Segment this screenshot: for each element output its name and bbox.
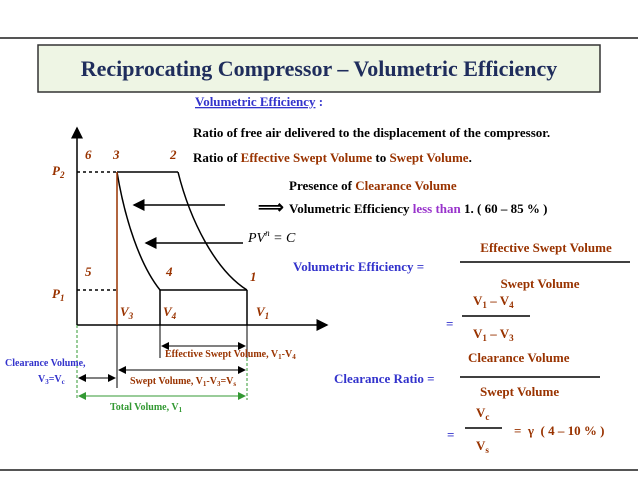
seg: V (256, 304, 266, 319)
formula-denominator2: V1 – V3 (473, 326, 514, 343)
total-label: Total Volume, V1 (110, 402, 183, 414)
seg: V (120, 304, 130, 319)
seg: 1 (265, 311, 270, 321)
title: Reciprocating Compressor – Volumetric Ef… (81, 56, 558, 81)
clearance-note-line1: Presence of Clearance Volume (289, 178, 457, 193)
seg: V (476, 405, 486, 420)
seg: = C (270, 231, 296, 246)
seg: 1 (203, 380, 207, 388)
seg: 3 (509, 333, 514, 343)
seg: to (372, 150, 389, 165)
point-label: 6 (85, 147, 92, 162)
volume-label: V1 (256, 304, 269, 321)
seg: s (485, 445, 489, 455)
seg: 4 (171, 311, 177, 321)
seg: P (52, 286, 61, 301)
compression-curve (177, 171, 248, 291)
pressure-label: P2 (52, 163, 65, 180)
formula-lhs: Volumetric Efficiency = (293, 259, 424, 274)
seg: . (469, 150, 472, 165)
seg: P (52, 163, 61, 178)
seg: 4 (292, 353, 296, 361)
definition-line1: Ratio of free air delivered to the displ… (193, 125, 550, 140)
seg: – V (487, 293, 510, 308)
clearance-note-line2: Volumetric Efficiency less than 1. ( 60 … (289, 201, 547, 216)
seg: V (163, 304, 173, 319)
volume-label: V3 (120, 304, 134, 321)
ratio-result: = γ ( 4 – 10 % ) (514, 423, 604, 438)
point-label: 1 (250, 269, 257, 284)
seg: -V (206, 376, 217, 387)
ratio-equals: = (447, 427, 454, 442)
seg: – V (487, 326, 510, 341)
seg: 1 (482, 333, 487, 343)
clearance-label: V3=Vc (38, 374, 65, 386)
seg: Swept Volume (389, 150, 468, 165)
seg: Volumetric Efficiency (289, 201, 413, 216)
seg: 3 (217, 380, 221, 388)
seg: 2 (59, 170, 65, 180)
seg: Swept Volume, V (130, 376, 204, 387)
process-law: PVn = C (247, 228, 296, 246)
seg: V (473, 326, 483, 341)
ratio-denominator2: Vs (476, 438, 489, 455)
seg: c (485, 412, 489, 422)
formula-equals: = (446, 316, 453, 331)
ratio-numerator2: Vc (476, 405, 489, 422)
seg: s (233, 380, 236, 388)
seg: Effective Swept Volume, V (165, 349, 279, 360)
seg: Effective Swept Volume (241, 150, 373, 165)
volume-label: V4 (163, 304, 177, 321)
swept-label: Swept Volume, V1-V3=Vs (130, 376, 236, 388)
seg: 3 (128, 311, 134, 321)
seg: less than (413, 201, 462, 216)
seg: c (62, 378, 65, 386)
point-label: 3 (112, 147, 120, 162)
pv-diagram (71, 126, 329, 400)
formula-numerator2: V1 – V4 (473, 293, 514, 310)
pressure-label: P1 (52, 286, 65, 303)
definition-line2: Ratio of Effective Swept Volume to Swept… (193, 150, 472, 165)
seg: =V (49, 374, 63, 385)
colon: : (315, 94, 323, 109)
ratio-denominator: Swept Volume (480, 384, 559, 399)
seg: V (38, 374, 46, 385)
title-box (37, 44, 601, 93)
seg: 4 (509, 300, 514, 310)
formula-numerator: Effective Swept Volume (480, 240, 612, 255)
seg: Clearance Volume (355, 178, 457, 193)
definition-heading: Volumetric Efficiency : (195, 94, 323, 109)
seg: 1. ( 60 – 85 % ) (461, 201, 548, 216)
heading: Volumetric Efficiency (195, 94, 316, 109)
clearance-label: Clearance Volume, (5, 358, 86, 369)
seg: -V (282, 349, 293, 360)
seg: Total Volume, V (110, 402, 179, 413)
expansion-curve (116, 171, 161, 291)
seg: 1 (179, 406, 183, 414)
ratio-lhs: Clearance Ratio = (334, 371, 435, 386)
seg: 1 (482, 300, 487, 310)
seg: V (476, 438, 486, 453)
seg: V (473, 293, 483, 308)
seg: Ratio of (193, 150, 241, 165)
point-label: 5 (85, 264, 92, 279)
ratio-numerator: Clearance Volume (468, 350, 570, 365)
formula-denominator: Swept Volume (500, 276, 579, 291)
seg: PV (247, 231, 267, 246)
exponent: n (265, 228, 270, 238)
seg: 1 (278, 353, 282, 361)
point-label: 4 (165, 264, 173, 279)
point-label: 2 (169, 147, 177, 162)
seg: 1 (60, 293, 65, 303)
implies-arrow: ⟹ (258, 197, 284, 217)
seg: Presence of (289, 178, 355, 193)
effective-label: Effective Swept Volume, V1-V4 (165, 349, 296, 361)
seg: 3 (45, 378, 49, 386)
seg: =V (220, 376, 234, 387)
